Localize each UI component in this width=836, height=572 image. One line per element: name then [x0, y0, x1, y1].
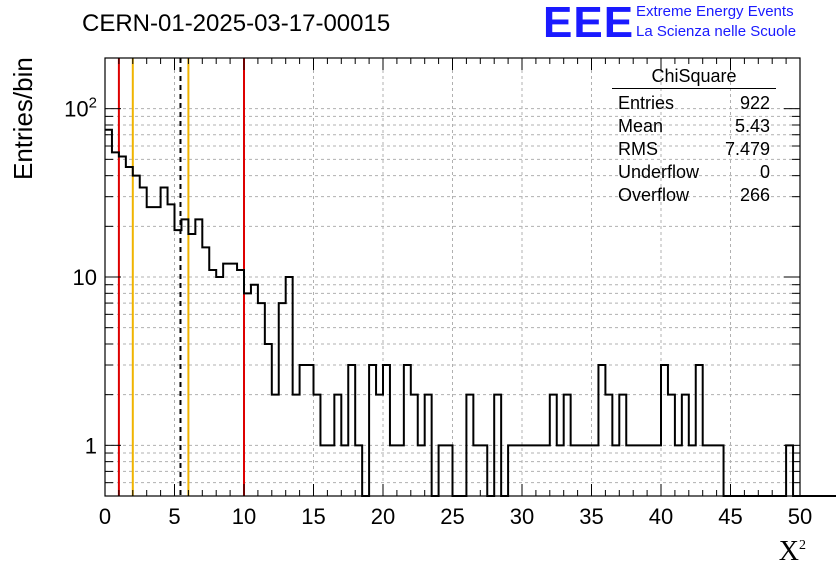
x-tick-label: 30	[510, 504, 534, 529]
stats-label: Overflow	[618, 185, 690, 205]
x-axis-label: X2	[778, 536, 806, 567]
y-tick-labels: 1 10 102	[64, 95, 97, 459]
chart-grid	[105, 58, 800, 496]
x-tick-label: 5	[168, 504, 180, 529]
stats-value: 266	[739, 185, 770, 205]
stats-value: 7.479	[724, 139, 770, 159]
x-tick-label: 10	[232, 504, 256, 529]
x-tick-label: 25	[440, 504, 464, 529]
stats-title: ChiSquare	[612, 66, 776, 89]
y-tick-label: 102	[64, 95, 97, 122]
stats-box: ChiSquare Entries 922 Mean 5.43 RMS 7.479 U…	[612, 66, 776, 207]
y-tick-label: 1	[85, 433, 97, 458]
x-tick-label: 45	[718, 504, 742, 529]
stats-row-underflow: Underflow 0	[612, 161, 776, 184]
eee-logo: EEE	[543, 0, 635, 47]
stats-label: Mean	[618, 116, 664, 136]
y-tick-label: 10	[73, 265, 97, 290]
stats-label: Entries	[618, 93, 675, 113]
y-axis-label: Entries/bin	[8, 57, 38, 180]
stats-label: Underflow	[618, 162, 700, 182]
axis-ticks	[104, 58, 801, 496]
marker-lines	[117, 58, 245, 496]
x-tick-label: 50	[788, 504, 812, 529]
stats-row-mean: Mean 5.43	[612, 115, 776, 138]
stats-value: 5.43	[734, 116, 770, 136]
histogram-line	[105, 128, 836, 497]
x-tick-labels: 0 5 10 15 20 25 30 35 40 45 50	[99, 504, 812, 529]
stats-row-rms: RMS 7.479	[612, 138, 776, 161]
stats-row-overflow: Overflow 266	[612, 184, 776, 207]
stats-value: 0	[759, 162, 770, 182]
x-tick-label: 40	[649, 504, 673, 529]
logo-line-1: Extreme Energy Events	[636, 3, 794, 20]
stats-value: 922	[739, 93, 770, 113]
chart-title: CERN-01-2025-03-17-00015	[82, 10, 391, 37]
x-tick-label: 20	[371, 504, 395, 529]
x-tick-label: 35	[579, 504, 603, 529]
stats-row-entries: Entries 922	[612, 92, 776, 115]
x-tick-label: 0	[99, 504, 111, 529]
logo-line-2: La Scienza nelle Scuole	[636, 23, 797, 40]
stats-label: RMS	[618, 139, 658, 159]
x-tick-label: 15	[301, 504, 325, 529]
